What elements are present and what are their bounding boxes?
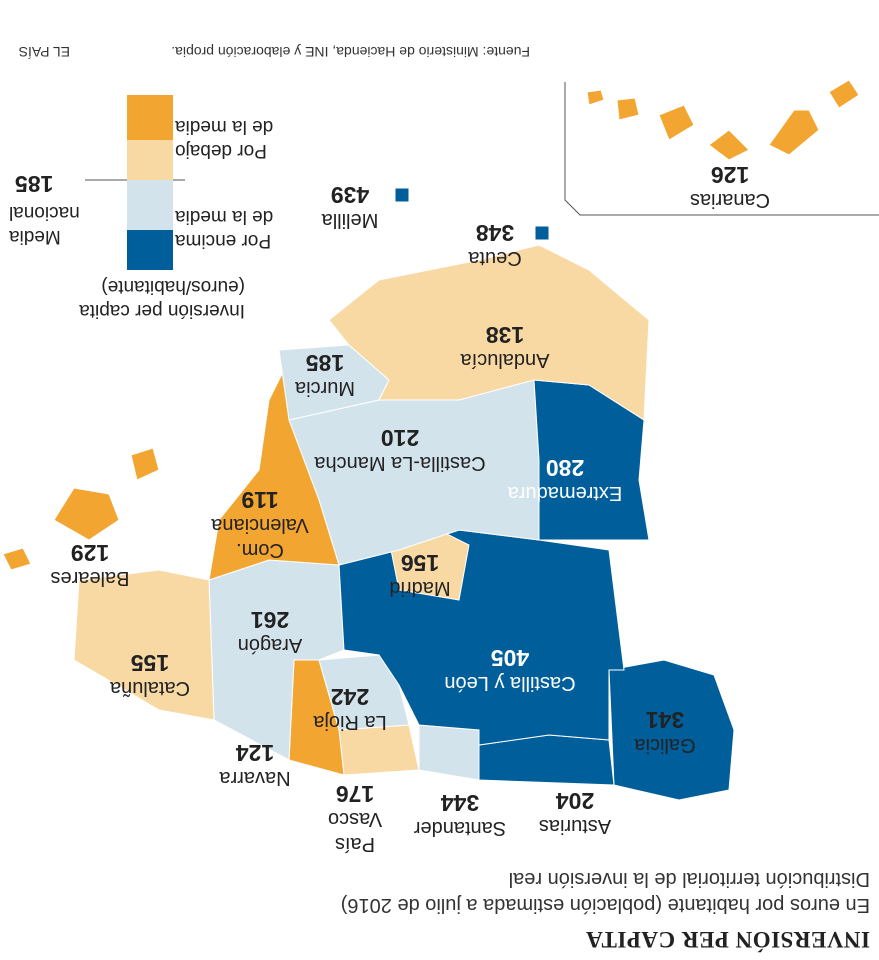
region-value: 129: [70, 540, 110, 566]
region-value: 119: [241, 487, 279, 513]
region-shape: [534, 225, 550, 241]
region-shape: [658, 104, 695, 141]
region-value: 176: [335, 781, 375, 807]
legend-below: Por debajo de la media: [175, 116, 274, 161]
region-name: Madrid: [389, 577, 451, 599]
region-name: La Rioja: [313, 711, 387, 733]
region-label: Baleares 129: [51, 540, 130, 590]
region-name: País Vasco: [327, 808, 383, 855]
region-label: Andalucía 138: [435, 322, 575, 372]
legend-above: Por encima de la media: [175, 206, 274, 251]
legend-swatch: [127, 140, 173, 180]
region-shape: [828, 79, 860, 109]
region-value: 280: [545, 455, 585, 481]
region-name: Melilla: [321, 209, 379, 231]
region-name: Galicia: [634, 734, 696, 756]
region-shape: [208, 359, 340, 581]
region-label: La Rioja 242: [313, 684, 386, 734]
region-name: Santander: [413, 817, 507, 839]
region-shape: [418, 724, 480, 781]
region-label: Com. Valenciana 119: [200, 487, 320, 562]
region-label: Canarias 126: [690, 162, 770, 212]
region-value: 155: [130, 650, 170, 676]
region-value: 261: [250, 607, 290, 633]
region-label: Castilla-La Mancha 210: [314, 425, 485, 475]
region-value: 204: [555, 788, 595, 814]
region-name: Castilla y León: [444, 672, 576, 694]
region-shape: [2, 547, 32, 571]
region-name: Aragón: [237, 634, 303, 656]
region-name: Canarias: [689, 189, 771, 211]
region-name: Navarra: [219, 767, 291, 789]
region-name: Extremadura: [507, 482, 623, 504]
region-value: 185: [305, 350, 345, 376]
average-value: 185: [15, 171, 54, 197]
source: Fuente: Ministerio de Hacienda, INE y el…: [171, 44, 530, 60]
region-name: Ceuta: [468, 247, 522, 269]
region-shape: [708, 129, 750, 161]
region-label: Aragón 261: [238, 607, 303, 657]
region-shape: [53, 487, 120, 541]
region-value: 138: [485, 322, 525, 348]
region-value: 348: [475, 220, 515, 246]
legend-title: Inversión per capita (euros/habitante): [79, 276, 245, 321]
region-name: Asturias: [538, 815, 612, 837]
subtitle: En euros por habitante (población estima…: [340, 894, 870, 916]
region-name: Com. Valenciana: [211, 514, 309, 561]
legend-swatch: [127, 180, 173, 230]
region-value: 242: [330, 684, 370, 710]
canarias-frame: [564, 82, 879, 216]
region-label: Galicia 341: [634, 707, 695, 757]
region-label: Murcia 185: [295, 350, 355, 400]
region-shape: [328, 244, 650, 421]
region-shape: [608, 659, 735, 801]
region-label: Extremadura 280: [508, 455, 623, 505]
region-value: 210: [380, 425, 420, 451]
region-value: 124: [235, 740, 275, 766]
region-label: País Vasco 176: [320, 781, 390, 856]
region-value: 156: [400, 550, 440, 576]
region-shape: [130, 447, 160, 481]
region-shape: [768, 109, 820, 156]
region-value: 439: [330, 182, 370, 208]
region-name: Andalucía: [460, 349, 550, 371]
region-label: Navarra 124: [219, 740, 290, 790]
region-value: 405: [490, 645, 530, 671]
description: Distribución territorial de la inversión…: [508, 868, 870, 890]
region-label: Asturias 204: [539, 788, 611, 838]
legend-swatch: [127, 95, 173, 140]
region-shape: [394, 187, 410, 203]
region-label: Castilla y León 405: [444, 645, 575, 695]
region-value: 344: [440, 790, 480, 816]
region-label: Cataluña 155: [110, 650, 190, 700]
region-label: Melilla 439: [322, 182, 379, 232]
title: INVERSIÓN PER CAPITA: [585, 927, 870, 952]
region-label: Madrid 156: [389, 550, 450, 600]
region-shape: [318, 654, 410, 731]
region-shape: [586, 89, 605, 106]
region-value: 126: [710, 162, 750, 188]
region-name: Cataluña: [109, 677, 191, 699]
region-label: Ceuta 348: [468, 220, 521, 270]
region-label: Santander 344: [414, 790, 506, 840]
region-name: Murcia: [294, 377, 356, 399]
brand: EL PAÍS: [18, 44, 70, 60]
region-name: Castilla-La Mancha: [314, 452, 486, 474]
region-value: 341: [645, 707, 685, 733]
legend-swatch: [127, 230, 173, 270]
region-shape: [616, 97, 640, 121]
average-label: Media nacional: [9, 202, 80, 247]
region-name: Baleares: [50, 567, 130, 589]
